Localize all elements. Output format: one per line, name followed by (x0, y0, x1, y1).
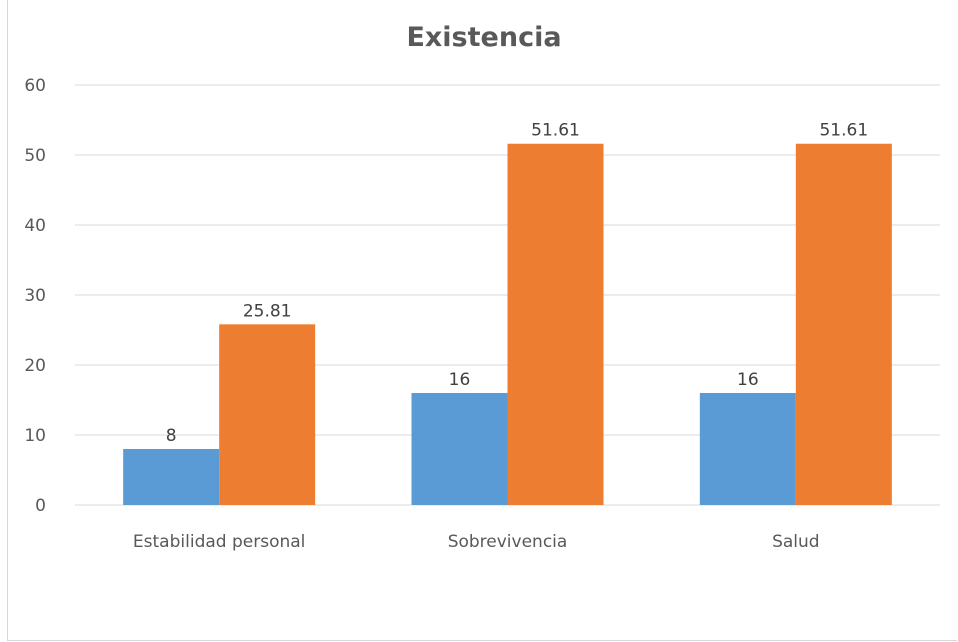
bar-series2-estabilidad-personal (219, 324, 316, 505)
y-tick-label: 20 (24, 356, 46, 376)
data-label: 51.61 (531, 121, 580, 141)
data-label: 25.81 (243, 301, 292, 321)
chart-title: Existencia (406, 22, 561, 53)
y-tick-label: 40 (24, 216, 46, 236)
data-label: 8 (166, 426, 177, 446)
bar-series1-estabilidad-personal (123, 449, 220, 505)
y-axis-tick-labels: 0 10 20 30 40 50 60 (24, 76, 46, 516)
category-label: Salud (772, 532, 820, 552)
bars (123, 143, 892, 506)
y-tick-label: 50 (24, 146, 46, 166)
y-tick-label: 60 (24, 76, 46, 96)
y-tick-label: 10 (24, 426, 46, 446)
category-label: Estabilidad personal (133, 532, 305, 552)
data-label: 16 (737, 370, 759, 390)
bar-series2-salud (795, 143, 892, 506)
bar-series2-sobrevivencia (507, 143, 604, 506)
y-tick-label: 0 (35, 496, 46, 516)
data-label: 16 (449, 370, 471, 390)
bar-series1-salud (699, 393, 796, 505)
x-axis-category-labels: Estabilidad personal Sobrevivencia Salud (133, 532, 820, 552)
y-tick-label: 30 (24, 286, 46, 306)
data-labels: 8 25.81 16 51.61 16 51.61 (166, 121, 868, 446)
bar-series1-sobrevivencia (411, 393, 508, 505)
data-label: 51.61 (819, 121, 868, 141)
category-label: Sobrevivencia (448, 532, 568, 552)
